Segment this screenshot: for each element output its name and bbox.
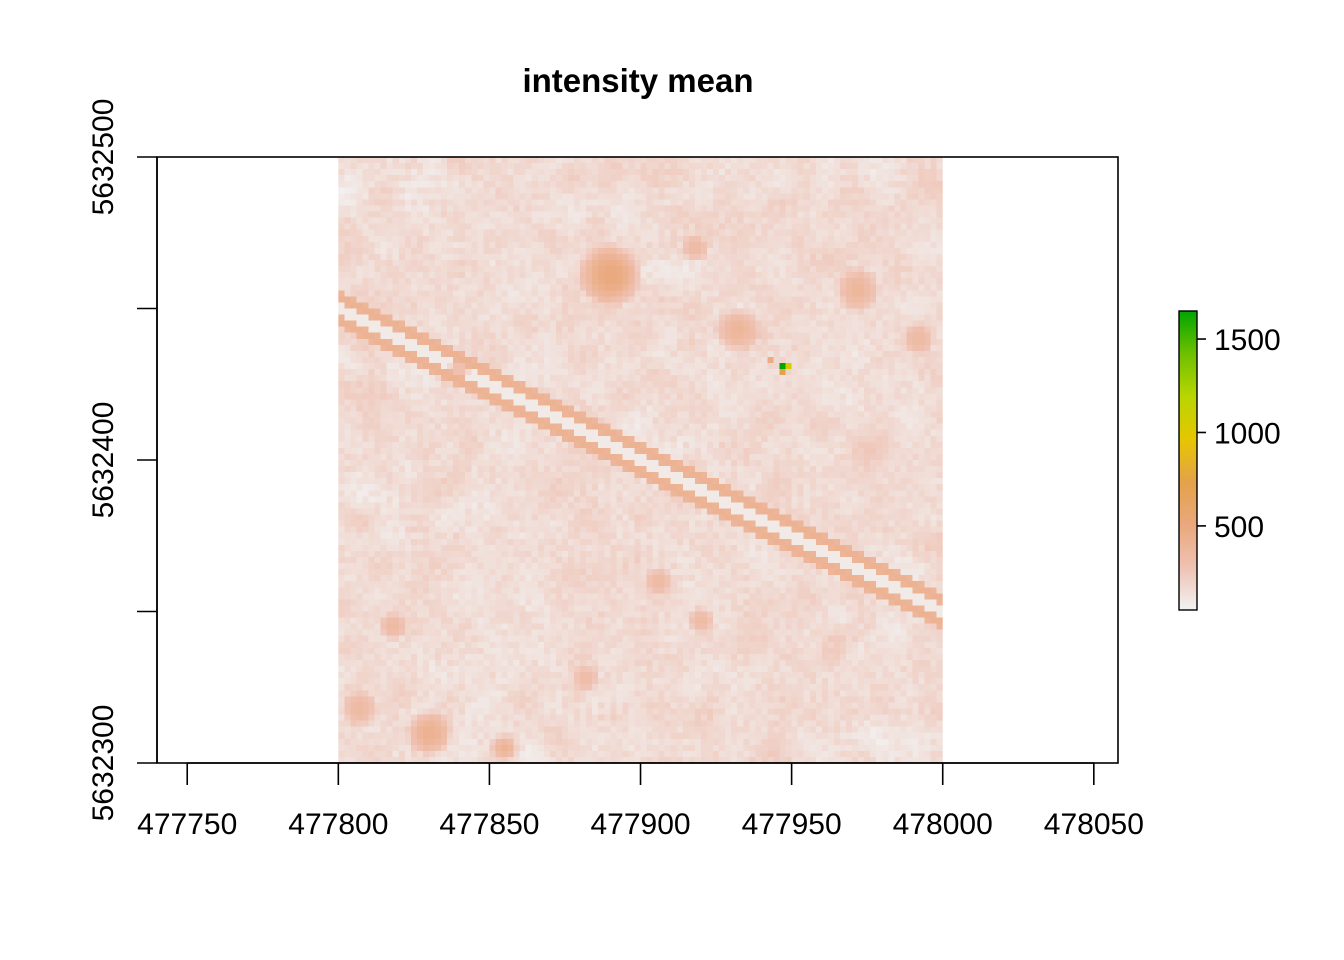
x-tick-label: 477950 <box>742 808 842 841</box>
legend-color-bar <box>1178 310 1198 611</box>
legend-tick-label: 1000 <box>1214 417 1281 450</box>
x-axis: 477750 477800 477850 477900 477950 478000 4780… <box>137 762 1144 841</box>
legend-ticks: 500 1000 1500 <box>1197 324 1281 544</box>
x-tick-label: 478000 <box>893 808 993 841</box>
x-tick-label: 477800 <box>288 808 388 841</box>
legend-tick-label: 500 <box>1214 511 1264 544</box>
x-tick-label: 477850 <box>439 808 539 841</box>
y-tick-label: 5632400 <box>87 402 120 519</box>
legend-tick-label: 1500 <box>1214 324 1281 357</box>
x-tick-label: 478050 <box>1044 808 1144 841</box>
raster-image <box>338 157 943 763</box>
x-tick-label: 477900 <box>590 808 690 841</box>
y-axis: 5632300 5632400 5632500 <box>87 99 158 822</box>
color-legend: 500 1000 1500 <box>1178 310 1281 611</box>
y-tick-label: 5632300 <box>87 705 120 822</box>
x-tick-label: 477750 <box>137 808 237 841</box>
raster-cells <box>338 157 943 763</box>
y-tick-label: 5632500 <box>87 99 120 216</box>
chart-title: intensity mean <box>522 62 753 99</box>
